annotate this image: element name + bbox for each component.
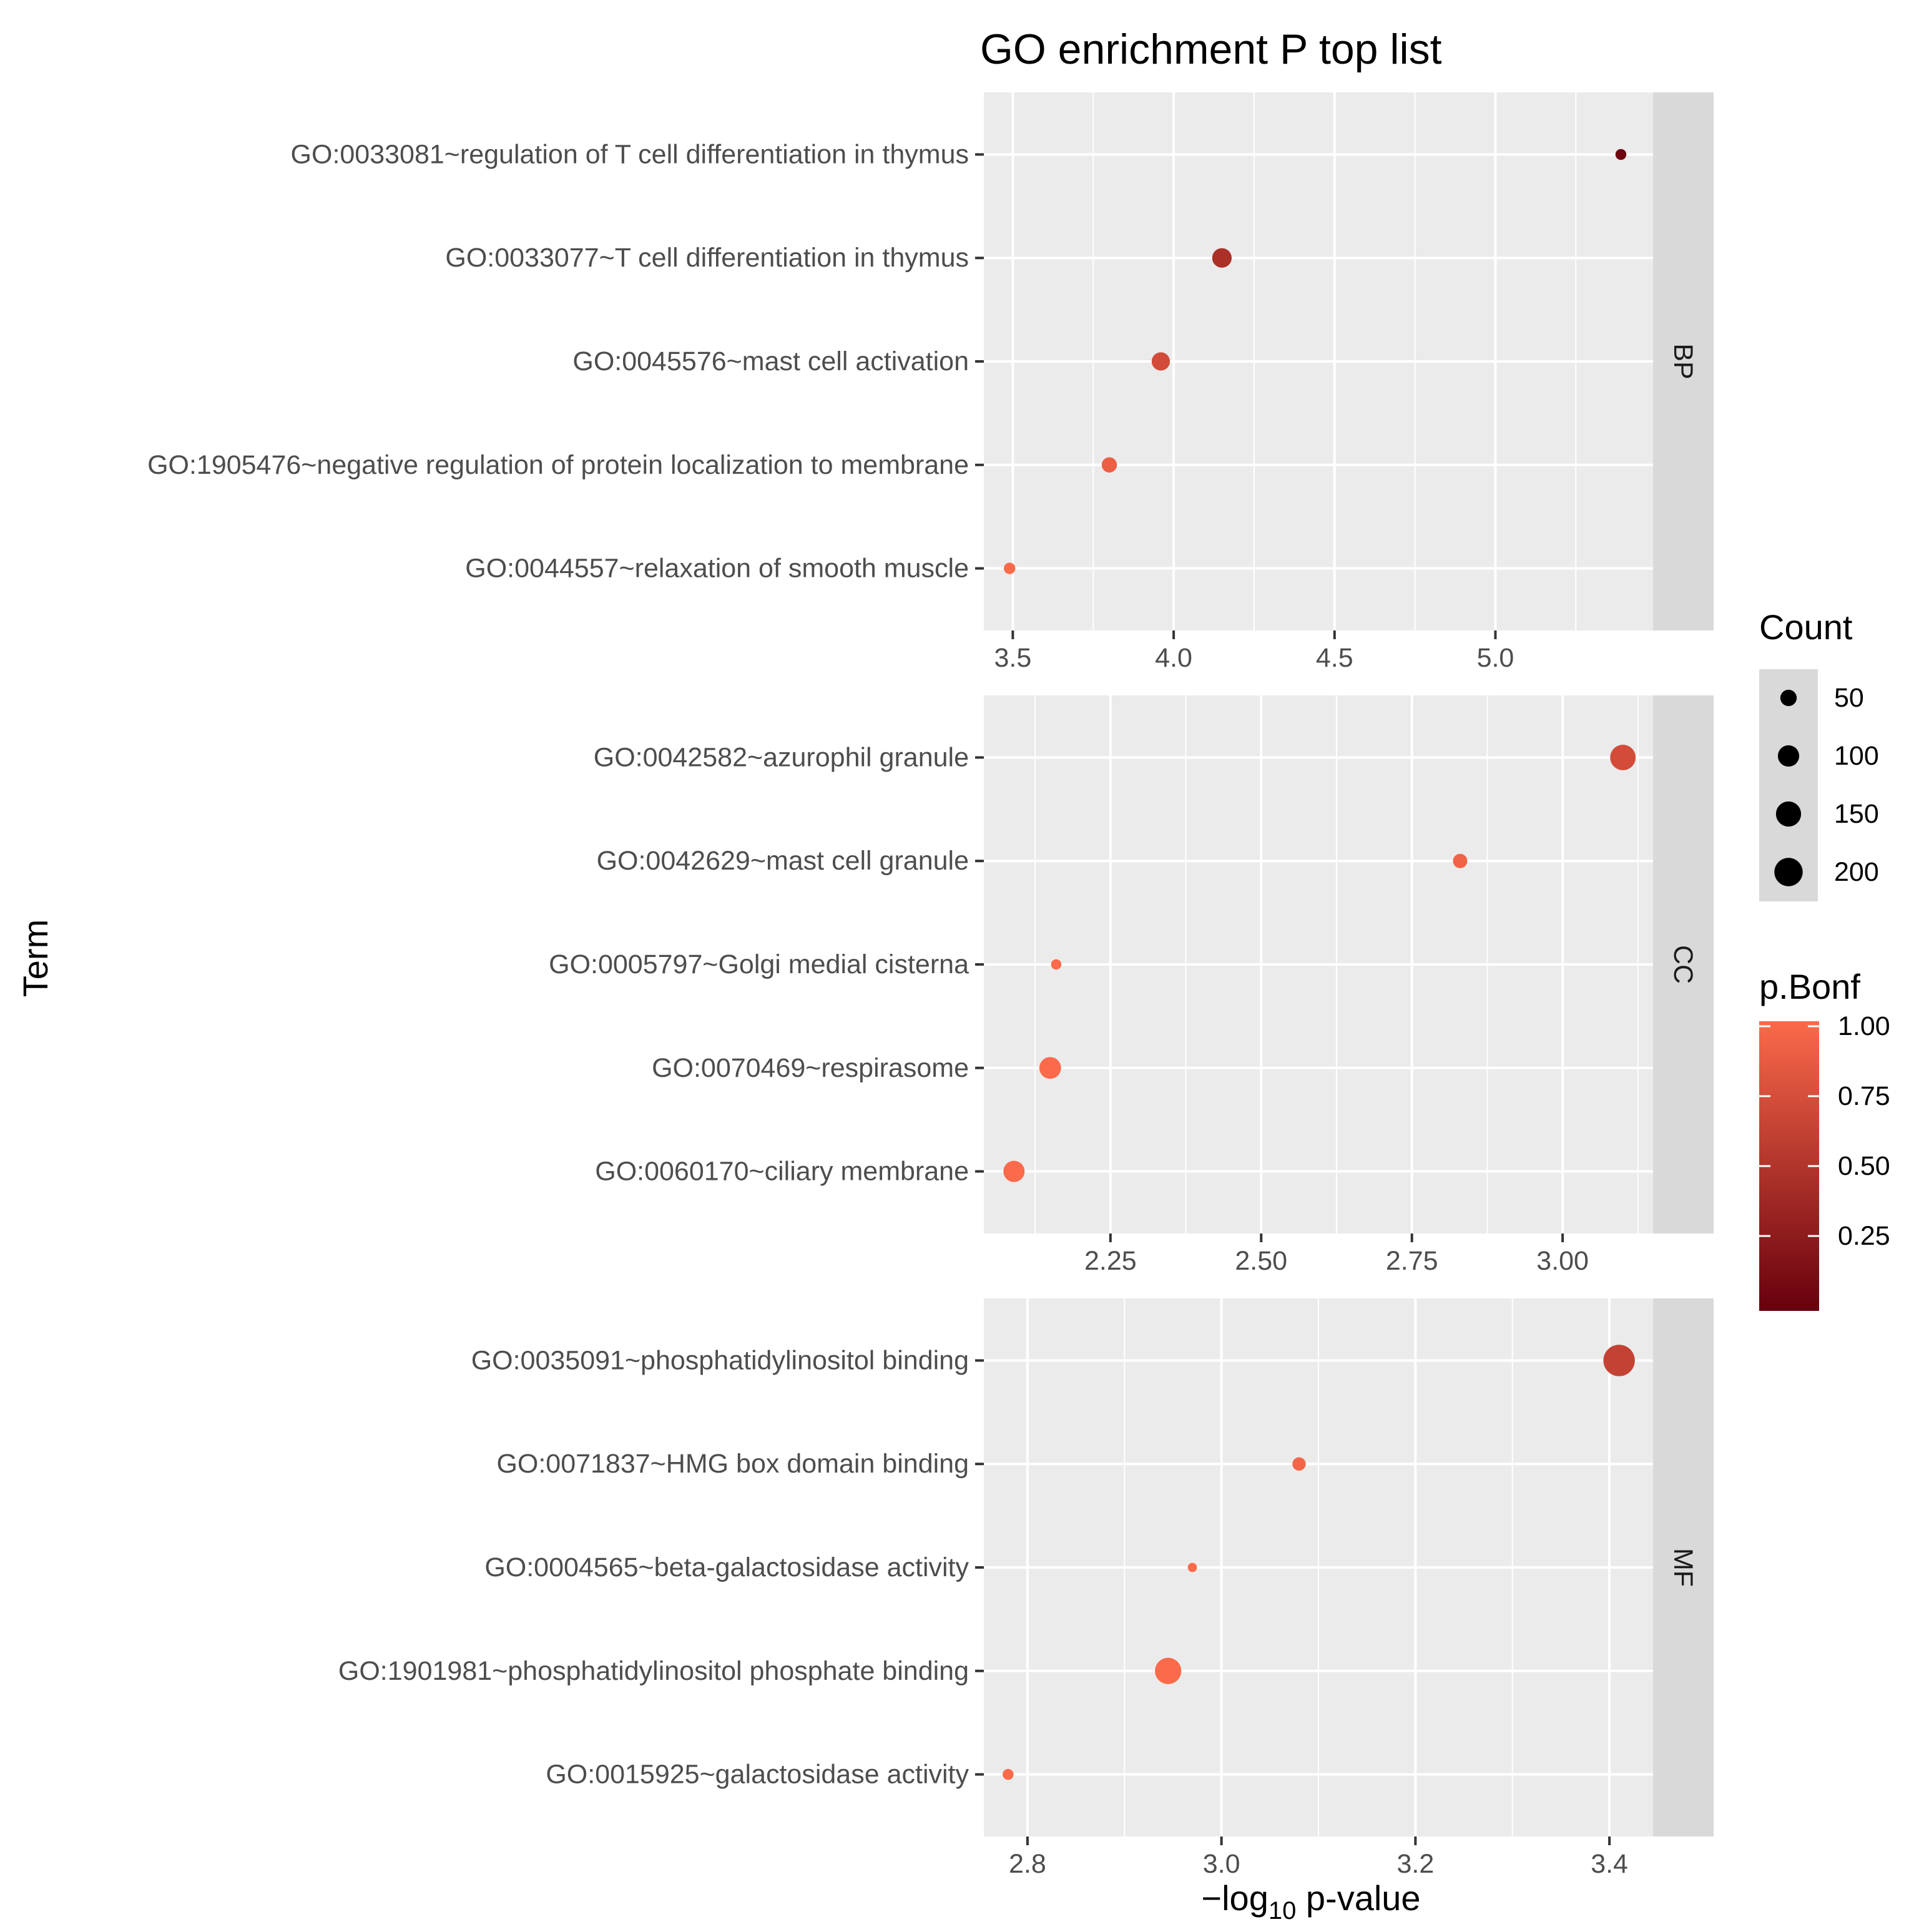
point-mf	[1003, 1768, 1014, 1780]
legend-count-key	[1774, 858, 1803, 886]
point-cc	[1039, 1057, 1061, 1079]
point-bp	[1151, 352, 1170, 371]
point-cc	[1051, 959, 1062, 970]
x-tick-label-mf: 3.2	[1396, 1849, 1434, 1879]
point-cc	[1453, 853, 1468, 868]
legend-color-label: 1.00	[1838, 1011, 1890, 1041]
point-bp	[1101, 457, 1117, 473]
y-tick-label-cc: GO:0070469~respirasome	[652, 1053, 969, 1083]
x-axis-label-subscript: 10	[1269, 1897, 1297, 1925]
strip-mf	[1653, 1298, 1714, 1836]
y-tick-label-cc: GO:0042582~azurophil granule	[594, 742, 969, 772]
x-axis-label-prefix: −log	[1201, 1878, 1268, 1918]
legend-count-label: 50	[1834, 683, 1864, 713]
strip-label-cc: CC	[1668, 945, 1698, 984]
y-tick-label-mf: GO:0004565~beta-galactosidase activity	[484, 1552, 969, 1582]
y-tick-label-mf: GO:0015925~galactosidase activity	[546, 1760, 969, 1790]
strip-cc	[1653, 695, 1714, 1233]
legend-count-label: 100	[1834, 741, 1879, 771]
x-tick-label-mf: 3.0	[1203, 1849, 1240, 1879]
legend-count-key	[1780, 689, 1797, 707]
x-axis-label-suffix: p-value	[1296, 1878, 1420, 1918]
x-tick-label-bp: 4.5	[1316, 643, 1353, 673]
legend-color-label: 0.75	[1838, 1081, 1890, 1111]
legend-count-title: Count	[1759, 607, 1853, 647]
legend-color-label: 0.25	[1838, 1221, 1890, 1251]
legend-color-title: p.Bonf	[1759, 967, 1860, 1006]
point-mf	[1155, 1657, 1182, 1684]
x-tick-label-bp: 4.0	[1155, 643, 1192, 673]
point-bp	[1615, 149, 1627, 160]
point-mf	[1603, 1345, 1635, 1376]
point-bp	[1004, 562, 1016, 574]
point-bp	[1212, 248, 1232, 268]
strip-label-mf: MF	[1668, 1548, 1698, 1587]
x-axis-label: −log10 p-value	[1201, 1878, 1420, 1925]
x-tick-label-bp: 3.5	[994, 643, 1031, 673]
x-tick-label-cc: 2.75	[1386, 1246, 1438, 1276]
point-mf	[1187, 1562, 1197, 1572]
x-tick-label-mf: 2.8	[1009, 1849, 1046, 1879]
y-tick-label-bp: GO:1905476~negative regulation of protei…	[147, 450, 969, 480]
y-tick-label-cc: GO:0005797~Golgi medial cisterna	[549, 949, 969, 979]
x-tick-label-cc: 2.50	[1235, 1246, 1287, 1276]
y-tick-label-cc: GO:0060170~ciliary membrane	[595, 1157, 969, 1187]
strip-label-bp: BP	[1668, 343, 1698, 379]
legend-count: Count 50 100 150 200	[1759, 607, 1879, 901]
x-tick-label-cc: 2.25	[1084, 1246, 1137, 1276]
legend-count-key	[1777, 745, 1800, 767]
y-tick-label-mf: GO:0035091~phosphatidylinositol binding	[471, 1345, 969, 1375]
point-cc	[1610, 745, 1636, 770]
legend-color-label: 0.50	[1838, 1151, 1890, 1181]
legend-count-label: 200	[1834, 857, 1879, 887]
y-tick-label-bp: GO:0033077~T cell differentiation in thy…	[445, 243, 969, 273]
facet-mf: MF GO:0035091~phosphatidylinositol bindin…	[338, 1298, 1714, 1879]
y-axis-label: Term	[16, 919, 55, 997]
y-tick-label-bp: GO:0045576~mast cell activation	[572, 346, 969, 376]
facet-bp: BP GO:0033081~regulation of T cell differ…	[147, 92, 1714, 673]
strip-bp	[1653, 92, 1714, 630]
y-tick-label-mf: GO:1901981~phosphatidylinositol phosphat…	[338, 1656, 969, 1686]
y-tick-label-mf: GO:0071837~HMG box domain binding	[496, 1449, 969, 1479]
x-tick-label-cc: 3.00	[1536, 1246, 1589, 1276]
y-tick-label-cc: GO:0042629~mast cell granule	[597, 846, 969, 876]
legend-count-key	[1775, 801, 1802, 827]
facet-panels: BP GO:0033081~regulation of T cell differ…	[147, 92, 1714, 1879]
y-tick-label-bp: GO:0044557~relaxation of smooth muscle	[465, 554, 969, 584]
x-tick-label-mf: 3.4	[1591, 1849, 1628, 1879]
y-tick-label-bp: GO:0033081~regulation of T cell differen…	[291, 139, 969, 169]
x-tick-label-bp: 5.0	[1477, 643, 1514, 673]
chart-title: GO enrichment P top list	[980, 26, 1442, 73]
point-mf	[1292, 1457, 1306, 1471]
legend-color: p.Bonf 0.25 0.50 0.75 1.00	[1759, 967, 1890, 1311]
facet-cc: CC GO:0042582~azurophil granule GO:0042629…	[549, 695, 1714, 1276]
legend-count-label: 150	[1834, 799, 1879, 829]
point-cc	[1003, 1160, 1025, 1182]
